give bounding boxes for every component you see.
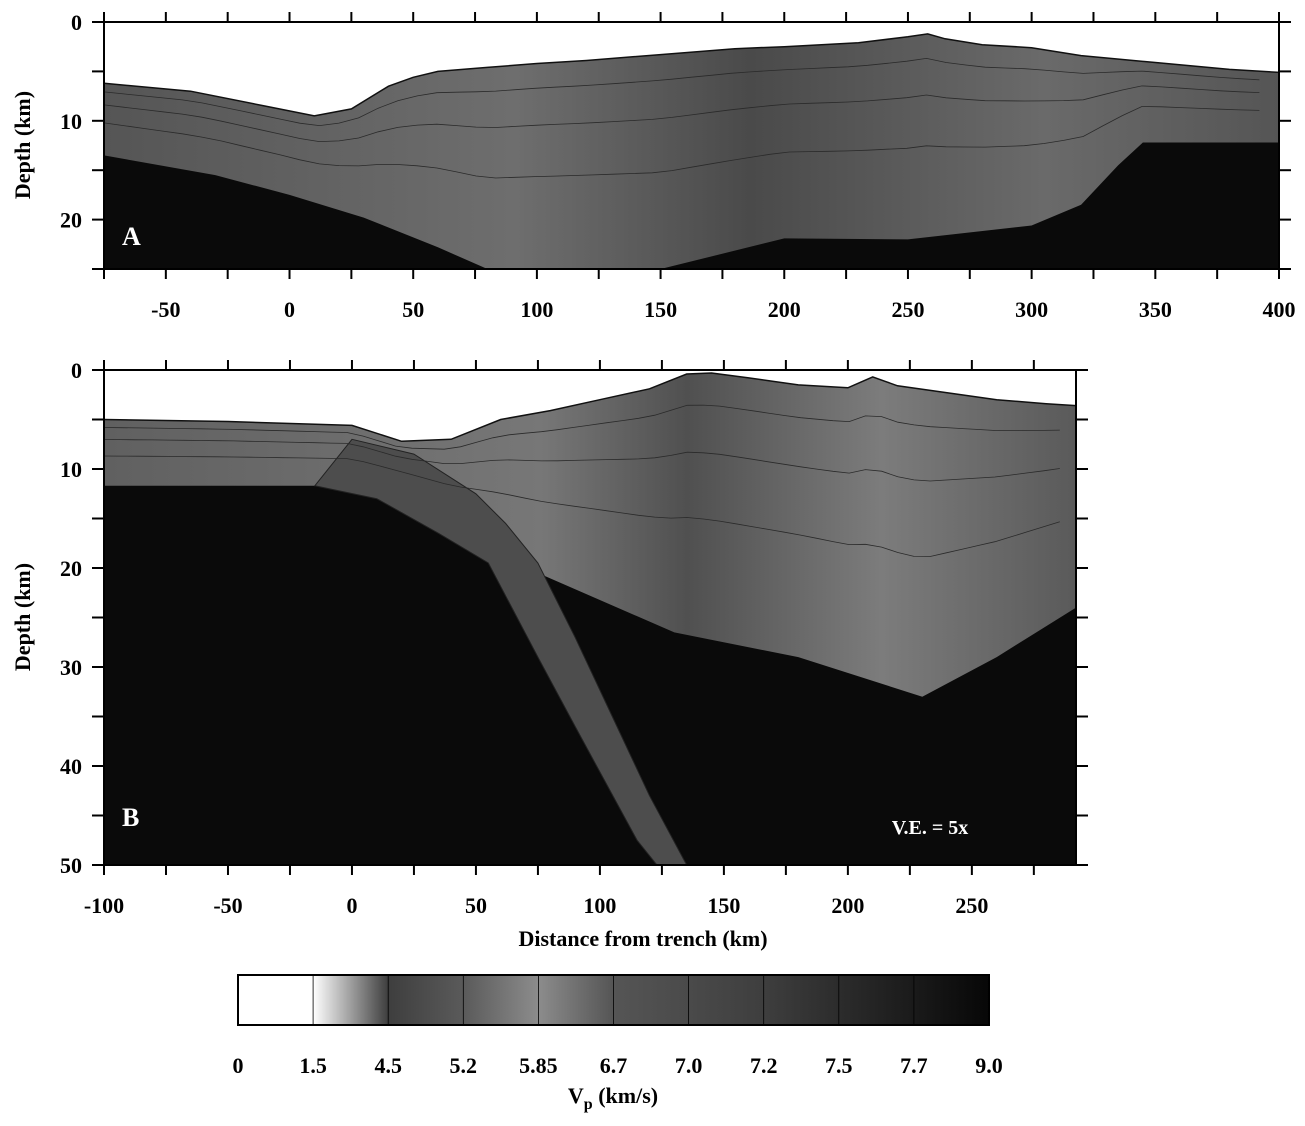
panel-a-layer-boundaries (103, 57, 1260, 179)
a-x-tick-label: 350 (1139, 297, 1172, 322)
colorbar-tick-label: 1.5 (299, 1053, 327, 1078)
panel-a-x-axis: -50 0 50 100 150 200 250 300 350 400 (103, 12, 1296, 322)
a-x-tick-label: 150 (644, 297, 677, 322)
b-x-tick-label: 0 (346, 893, 357, 918)
b-x-tick-label: 50 (465, 893, 487, 918)
b-y-tick-label: 40 (60, 754, 82, 779)
b-y-tick-label: 30 (60, 655, 82, 680)
panel-a-crust (104, 33, 1279, 270)
colorbar-title: Vp (km/s) (568, 1083, 658, 1113)
panel-a-border (103, 21, 1280, 270)
b-x-tick-label: 250 (955, 893, 988, 918)
panel-a-letter: A (122, 222, 141, 251)
a-x-tick-label: 0 (284, 297, 295, 322)
panel-a-mantle (104, 142, 1279, 269)
b-layer-line-2 (103, 439, 1060, 482)
colorbar-tick-label: 6.7 (600, 1053, 628, 1078)
panel-b-seafloor-line (103, 372, 1077, 443)
ve-annotation: V.E. = 5x (892, 817, 969, 839)
a-layer-line-1 (103, 57, 1260, 127)
panel-b-letter: B (122, 803, 139, 832)
b-y-tick-label: 50 (60, 853, 82, 878)
panel-b-y-axis: 0 10 20 30 40 50 (60, 358, 1088, 878)
a-y-tick-label: 0 (71, 10, 82, 35)
a-x-tick-label: 400 (1263, 297, 1296, 322)
a-y-tick-label: 10 (60, 109, 82, 134)
panel-b-xlabel: Distance from trench (km) (518, 926, 767, 951)
colorbar-tick-label: 7.5 (825, 1053, 853, 1078)
panel-b-x-axis: -100 -50 0 50 100 150 200 250 (84, 360, 1035, 918)
colorbar-title-unit: (km/s) (593, 1083, 658, 1108)
colorbar-title-main: V (568, 1083, 584, 1108)
panel-b-layer-boundaries (103, 404, 1060, 557)
colorbar-tick-label: 9.0 (975, 1053, 1003, 1078)
panel-a-seafloor-line (103, 33, 1280, 117)
a-y-tick-label: 20 (60, 208, 82, 233)
colorbar-tick-label: 7.0 (675, 1053, 703, 1078)
b-y-tick-label: 0 (71, 358, 82, 383)
b-x-tick-label: 150 (707, 893, 740, 918)
colorbar-tick-label: 0 (233, 1053, 244, 1078)
colorbar-tick-label: 7.7 (900, 1053, 928, 1078)
b-layer-line-3 (103, 455, 1060, 557)
b-y-tick-label: 20 (60, 556, 82, 581)
a-layer-line-2 (103, 85, 1260, 143)
a-x-tick-label: 250 (891, 297, 924, 322)
a-x-tick-label: 300 (1015, 297, 1048, 322)
panel-b: -100 -50 0 50 100 150 200 250 0 10 20 30 40 50 Depth… (10, 358, 1088, 951)
colorbar-ticks: 0 1.5 4.5 5.2 5.85 6.7 7.0 7.2 7.5 7.7 9.0 (233, 975, 1003, 1078)
colorbar-tick-label: 5.85 (519, 1053, 558, 1078)
a-x-tick-label: 50 (402, 297, 424, 322)
colorbar: 0 1.5 4.5 5.2 5.85 6.7 7.0 7.2 7.5 7.7 9.0 Vp (km/… (233, 974, 1003, 1113)
a-x-tick-label: 200 (768, 297, 801, 322)
b-x-tick-label: 100 (583, 893, 616, 918)
panel-a: -50 0 50 100 150 200 250 300 350 400 0 10 20 Depth … (10, 10, 1296, 322)
colorbar-title-sub: p (584, 1096, 593, 1113)
a-x-tick-label: 100 (520, 297, 553, 322)
b-x-tick-label: 200 (831, 893, 864, 918)
panel-a-ylabel: Depth (km) (10, 91, 35, 199)
panel-a-y-axis: 0 10 20 (60, 10, 1291, 270)
b-x-tick-label: -50 (213, 893, 242, 918)
a-layer-line-3 (103, 106, 1260, 179)
colorbar-tick-label: 7.2 (750, 1053, 778, 1078)
panel-b-ylabel: Depth (km) (10, 563, 35, 671)
b-y-tick-label: 10 (60, 457, 82, 482)
a-x-tick-label: -50 (151, 297, 180, 322)
b-x-tick-label: -100 (84, 893, 124, 918)
b-layer-line-1 (103, 404, 1060, 450)
colorbar-tick-label: 5.2 (450, 1053, 478, 1078)
colorbar-tick-label: 4.5 (374, 1053, 402, 1078)
